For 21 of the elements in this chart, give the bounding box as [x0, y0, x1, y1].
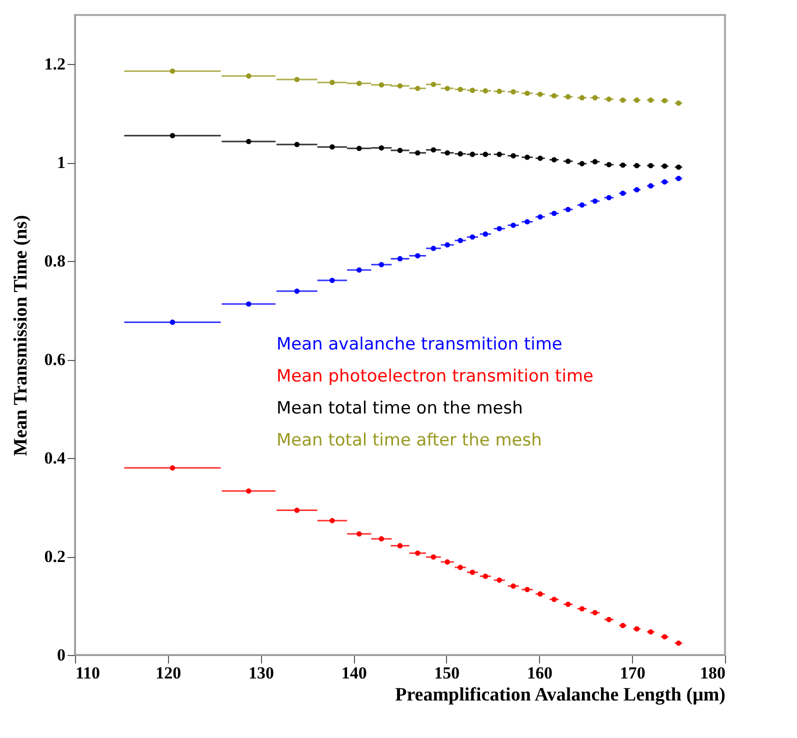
y-tick-label: 0.8: [44, 252, 66, 271]
x-tick-label: 170: [620, 664, 646, 682]
x-tick-label: 160: [527, 664, 553, 682]
y-tick-label: 0.6: [44, 350, 66, 370]
y-axis-title: Mean Transmission Time (ns): [10, 215, 32, 456]
y-tick-label: 0: [57, 646, 66, 664]
x-tick-label: 120: [156, 664, 182, 682]
y-tick-label: 0.2: [44, 547, 66, 566]
x-tick-label: 110: [76, 664, 100, 682]
text: Mean total time after the mesh: [276, 430, 542, 451]
y-tick-label: 1.2: [44, 54, 66, 74]
x-tick-label: 140: [341, 664, 367, 682]
y-tick-label: 1: [57, 153, 66, 172]
x-tick-label: 180: [700, 664, 726, 682]
x-tick-label: 130: [248, 664, 274, 682]
y-tick-label: 0.4: [44, 448, 66, 468]
text: Mean total time on the mesh: [276, 398, 523, 419]
text: Mean photoelectron transmition time: [276, 366, 594, 387]
x-tick-label: 150: [434, 664, 460, 682]
text: Mean avalanche transmition time: [276, 334, 562, 355]
x-axis-title: Preamplification Avalanche Length (μm): [395, 684, 726, 706]
